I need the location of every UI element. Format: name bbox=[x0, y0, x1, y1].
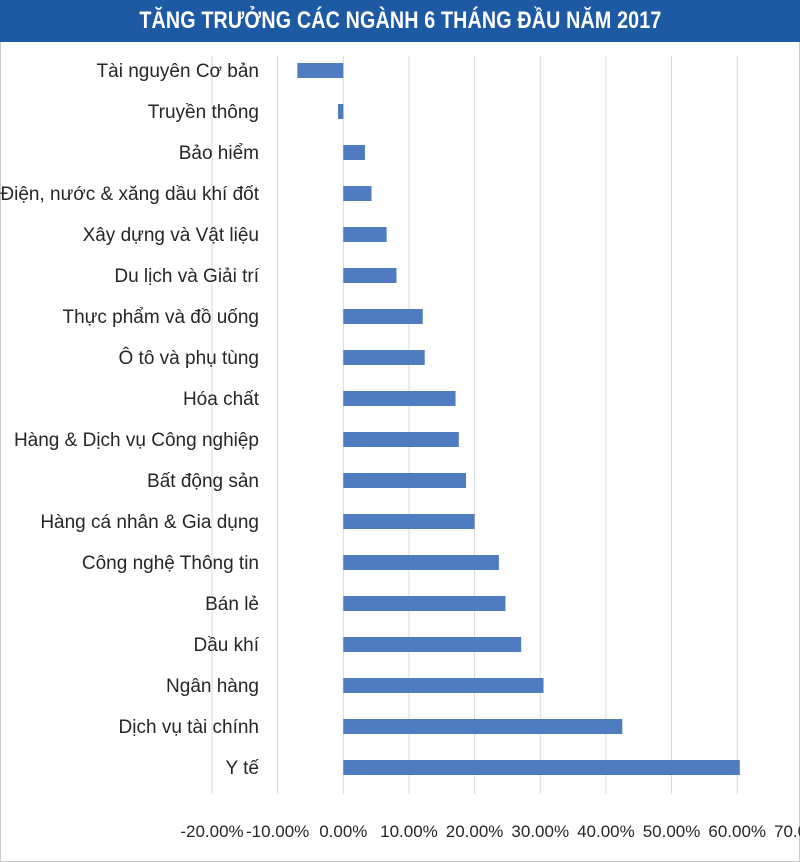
bar bbox=[343, 309, 423, 324]
category-label: Thực phẩm và đồ uống bbox=[62, 307, 259, 328]
x-tick-label: 50.00% bbox=[643, 822, 701, 841]
x-tick-label: 70.00% bbox=[774, 822, 800, 841]
category-label: Bảo hiểm bbox=[179, 143, 259, 164]
category-label: Ngân hàng bbox=[166, 676, 259, 697]
category-label: Bất động sản bbox=[147, 471, 259, 492]
x-axis-tick-labels: -20.00% -10.00% 0.00% 10.00% 20.00% 30.00% 40.… bbox=[180, 822, 800, 841]
bar bbox=[343, 186, 372, 201]
category-labels: Tài nguyên Cơ bản Truyền thông Bảo hiểm Điệ… bbox=[0, 61, 259, 779]
category-label: Xây dựng và Vật liệu bbox=[83, 225, 259, 246]
x-tick-label: -20.00% bbox=[180, 822, 243, 841]
x-tick-label: 0.00% bbox=[319, 822, 367, 841]
x-tick-label: 40.00% bbox=[577, 822, 635, 841]
category-label: Dịch vụ tài chính bbox=[119, 717, 259, 738]
category-label: Tài nguyên Cơ bản bbox=[97, 61, 259, 82]
category-label: Du lịch và Giải trí bbox=[114, 266, 259, 287]
category-label: Hàng cá nhân & Gia dụng bbox=[40, 512, 259, 533]
bar bbox=[338, 104, 344, 119]
bars bbox=[297, 63, 740, 775]
category-label: Truyền thông bbox=[148, 102, 259, 123]
bar bbox=[343, 637, 522, 652]
bar bbox=[343, 514, 475, 529]
bar bbox=[343, 268, 397, 283]
chart-title: TĂNG TRƯỞNG CÁC NGÀNH 6 THÁNG ĐẦU NĂM 20… bbox=[138, 7, 662, 34]
x-tick-label: 60.00% bbox=[708, 822, 766, 841]
category-label: Công nghệ Thông tin bbox=[82, 553, 259, 574]
x-tick-label: -10.00% bbox=[246, 822, 309, 841]
category-label: Y tế bbox=[226, 758, 260, 779]
bar bbox=[343, 596, 506, 611]
gridlines bbox=[211, 56, 738, 794]
bar bbox=[343, 473, 467, 488]
bar bbox=[343, 432, 459, 447]
bar bbox=[343, 678, 544, 693]
bar bbox=[343, 760, 740, 775]
x-tick-label: 10.00% bbox=[380, 822, 438, 841]
x-tick-label: 30.00% bbox=[511, 822, 569, 841]
bar bbox=[343, 227, 387, 242]
bar bbox=[343, 350, 425, 365]
bar bbox=[343, 555, 499, 570]
x-tick-label: 20.00% bbox=[446, 822, 504, 841]
category-label: Bán lẻ bbox=[205, 594, 259, 615]
category-label: Dầu khí bbox=[194, 635, 260, 656]
category-label: Điện, nước & xăng dầu khí đốt bbox=[0, 184, 259, 205]
category-label: Ô tô và phụ tùng bbox=[119, 347, 260, 369]
bar bbox=[297, 63, 344, 78]
bar bbox=[343, 391, 456, 406]
category-label: Hóa chất bbox=[183, 389, 260, 410]
title-bar: TĂNG TRƯỞNG CÁC NGÀNH 6 THÁNG ĐẦU NĂM 20… bbox=[0, 0, 800, 42]
category-label: Hàng & Dịch vụ Công nghiệp bbox=[14, 430, 259, 451]
bar-chart: -20.00% -10.00% 0.00% 10.00% 20.00% 30.00% 40.… bbox=[0, 56, 800, 841]
bar bbox=[343, 145, 365, 160]
bar bbox=[343, 719, 623, 734]
